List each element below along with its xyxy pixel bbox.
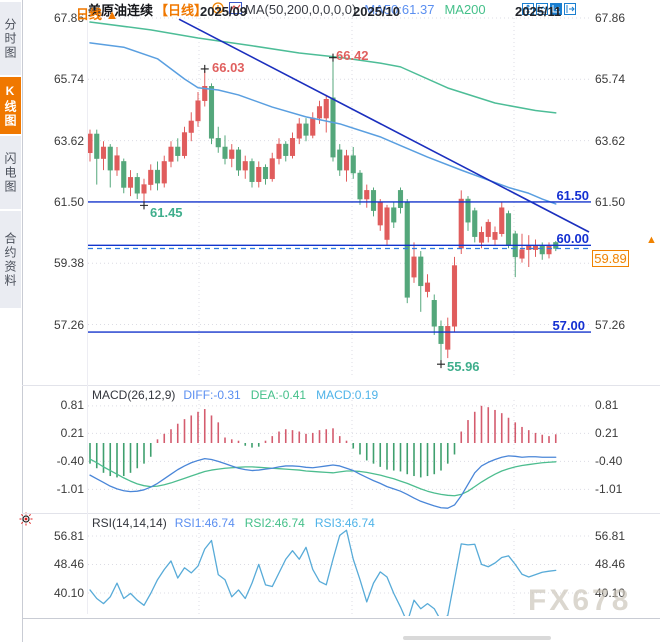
price-axis-label: 57.26 <box>53 318 84 332</box>
plot-left-border <box>87 18 88 614</box>
macd-axis-label: -0.40 <box>595 454 623 468</box>
period-tag: 【日线】 <box>155 2 208 18</box>
sidebar-tab-contract-info[interactable]: 合约资料 <box>0 211 21 310</box>
price-axis-label: 67.86 <box>53 11 84 25</box>
low-annotation: 61.45 <box>150 205 183 220</box>
rsi-axis-label: 40.10 <box>53 586 84 600</box>
rsi-label-row[interactable]: RSI(14,14,14) RSI1:46.74 RSI2:46.74 RSI3:46… <box>92 516 375 530</box>
sidebar-tab-time-chart[interactable]: 分时图 <box>0 2 21 77</box>
pan-icon[interactable] <box>522 2 534 15</box>
macd-axis-label: -1.01 <box>56 482 84 496</box>
time-axis-label: 2025/10 <box>353 4 400 19</box>
price-up-arrow-icon: ▲ <box>646 234 657 246</box>
ma-settings-label[interactable]: MA(50,200,0,0,0,0) <box>245 1 357 17</box>
axis-range-icon[interactable] <box>536 2 548 15</box>
period-expand-icon: ▲ <box>105 7 119 22</box>
macd-dea-value: DEA:-0.41 <box>250 388 307 402</box>
sidebar-tab-kline-chart[interactable]: K线图 <box>0 77 21 136</box>
add-indicator-icon[interactable] <box>212 1 224 17</box>
macd-axis-label: 0.21 <box>60 426 84 440</box>
macd-title: MACD(26,12,9) <box>92 388 176 402</box>
macd-diff-value: DIFF:-0.31 <box>183 388 241 402</box>
symbol-name: 美原油连续 <box>88 2 154 18</box>
panel-divider <box>22 385 660 386</box>
macd-label-row[interactable]: MACD(26,12,9) DIFF:-0.31 DEA:-0.41 MACD:0.1… <box>92 388 378 402</box>
price-axis-label: 65.74 <box>53 72 84 86</box>
rsi-axis-label: 56.81 <box>595 529 626 543</box>
ma-indicator-icon[interactable] <box>229 1 243 17</box>
price-axis-label: 61.50 <box>53 195 84 209</box>
sidebar-tab-lightning-chart[interactable]: 闪电图 <box>0 136 21 211</box>
rsi-axis-label: 48.46 <box>595 557 626 571</box>
hline-price-tag[interactable]: 60.00 <box>556 231 589 246</box>
macd-axis-label: -0.40 <box>56 454 84 468</box>
chart-toolbar <box>522 2 576 15</box>
price-axis-label: 63.62 <box>53 134 84 148</box>
price-axis-label: 67.86 <box>595 11 626 25</box>
macd-axis-label: -1.01 <box>595 482 623 496</box>
ma50-value-label: MA50:61.37 <box>364 1 435 17</box>
indicator-settings-icon[interactable] <box>19 512 33 531</box>
chart-header: 美原油连续 【日线】 MA(50,200,0,0,0,0) MA50:61.37… <box>88 1 486 18</box>
panel-divider <box>22 513 660 514</box>
high-annotation: 66.03 <box>212 60 245 75</box>
macd-axis-label: 0.21 <box>595 426 619 440</box>
price-axis-label: 65.74 <box>595 72 626 86</box>
hline-price-tag[interactable]: 57.00 <box>552 318 585 333</box>
watermark: FX678 <box>528 584 632 617</box>
period-selector[interactable]: 日线 ▲ <box>76 4 119 23</box>
period-label: 日线 <box>76 7 103 22</box>
macd-axis-label: 0.81 <box>60 398 84 412</box>
rsi1-value: RSI1:46.74 <box>174 516 235 530</box>
time-axis-label: 2025/09 <box>200 4 247 19</box>
rsi-axis-label: 40.10 <box>595 586 626 600</box>
time-axis-label: 2025/11 <box>515 4 562 19</box>
rsi-axis-label: 48.46 <box>53 557 84 571</box>
price-axis-label: 61.50 <box>595 195 626 209</box>
time-scrollbar[interactable] <box>403 636 551 640</box>
popout-icon[interactable] <box>564 2 576 15</box>
rsi3-value: RSI3:46.74 <box>314 516 375 530</box>
axis-scale-icon[interactable] <box>550 2 562 15</box>
low-annotation: 55.96 <box>447 359 480 374</box>
time-axis-bar <box>22 618 660 643</box>
price-axis-label: 59.38 <box>53 256 84 270</box>
macd-axis-label: 0.81 <box>595 398 619 412</box>
hline-price-tag[interactable]: 61.50 <box>556 188 589 203</box>
ma200-value-label: MA200 <box>444 1 486 17</box>
sidebar: 分时图 K线图 闪电图 合约资料 <box>0 0 23 642</box>
price-axis-label: 57.26 <box>595 318 626 332</box>
rsi-axis-label: 56.81 <box>53 529 84 543</box>
current-price-tag: 59.89 <box>592 250 629 267</box>
price-axis-label: 63.62 <box>595 134 626 148</box>
rsi2-value: RSI2:46.74 <box>244 516 305 530</box>
high-annotation: 66.42 <box>336 48 369 63</box>
macd-hist-value: MACD:0.19 <box>316 388 379 402</box>
rsi-title: RSI(14,14,14) <box>92 516 167 530</box>
